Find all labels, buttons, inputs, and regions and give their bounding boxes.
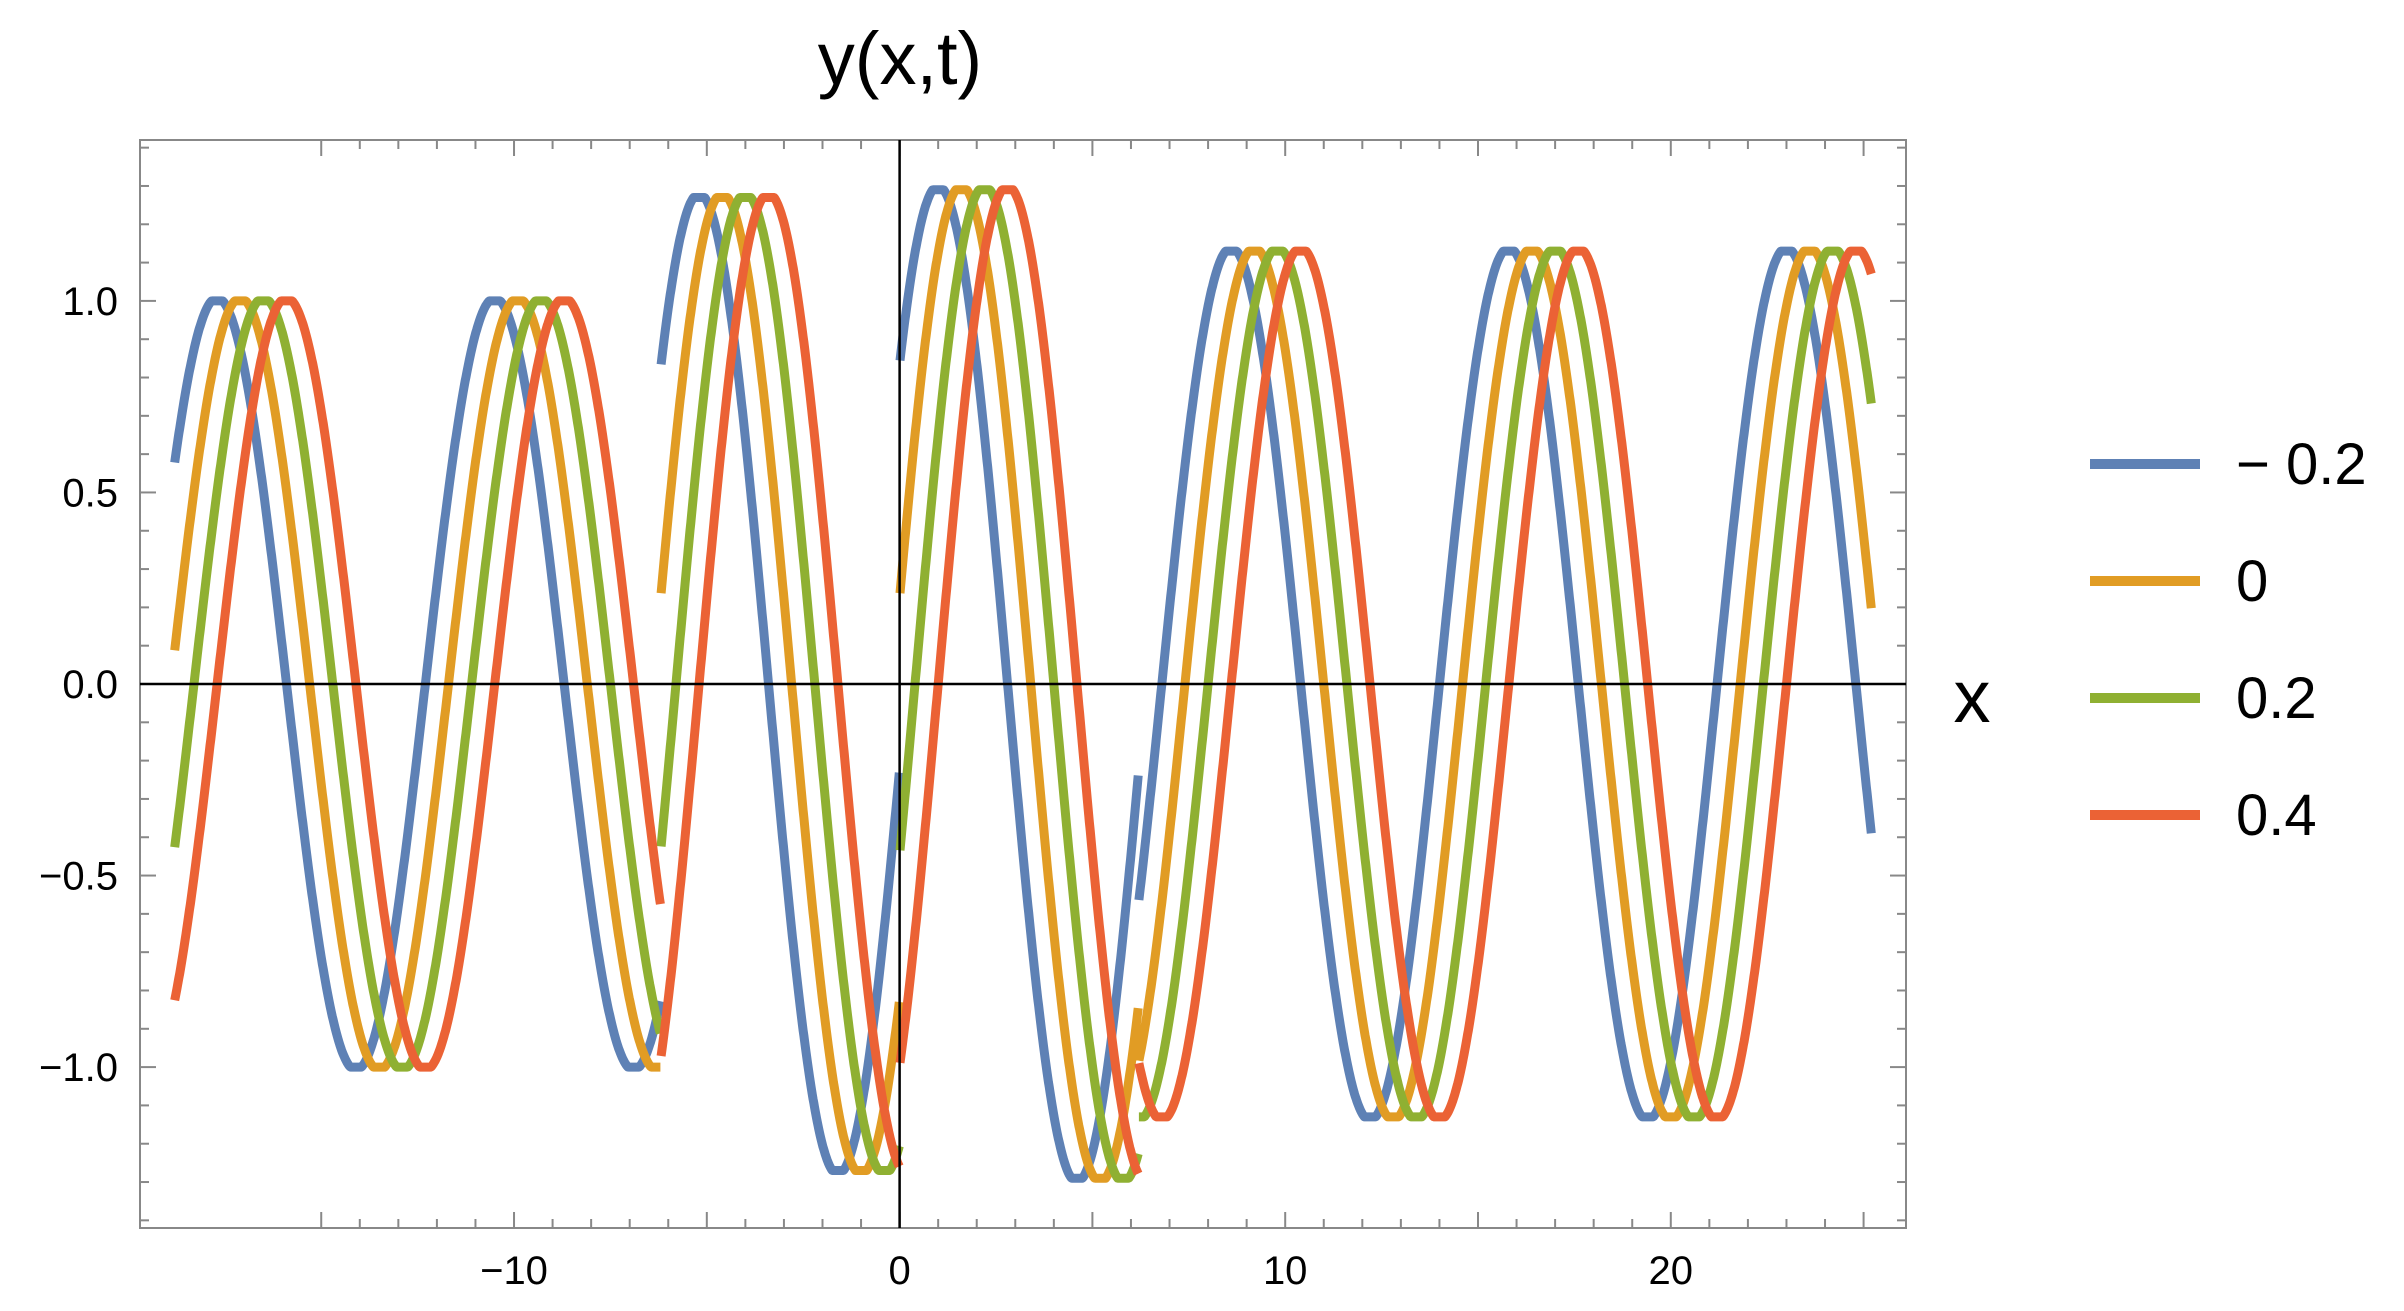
x-tick-label: 0	[888, 1249, 910, 1293]
series-line	[170, 185, 1876, 1183]
frame-ticks	[140, 140, 1906, 1228]
x-tick-label: 20	[1649, 1249, 1694, 1293]
x-axis-label: x	[1954, 655, 1991, 738]
x-tick-label: −10	[480, 1249, 548, 1293]
y-tick-label: −1.0	[39, 1046, 118, 1090]
legend-entry: 0.4	[2236, 783, 2317, 848]
series-curves	[170, 185, 1876, 1183]
chart-title: y(x,t)	[818, 17, 982, 100]
series-line	[170, 185, 1876, 1183]
legend-entry: − 0.2	[2236, 432, 2367, 497]
y-tick-label: 0.0	[62, 663, 118, 707]
x-tick-label: 10	[1263, 1249, 1308, 1293]
series-line	[170, 185, 1876, 1183]
legend: − 0.2 0 0.2 0.4	[2090, 432, 2367, 848]
y-tick-label: 1.0	[62, 280, 118, 324]
y-tick-label: −0.5	[39, 855, 118, 899]
legend-entry: 0.2	[2236, 666, 2317, 731]
legend-entry: 0	[2236, 549, 2268, 614]
y-tick-label: 0.5	[62, 471, 118, 515]
tick-labels: −10 0 10 20 −1.0 −0.5 0.0 0.5 1.0	[39, 280, 1693, 1293]
series-line	[170, 185, 1876, 1177]
